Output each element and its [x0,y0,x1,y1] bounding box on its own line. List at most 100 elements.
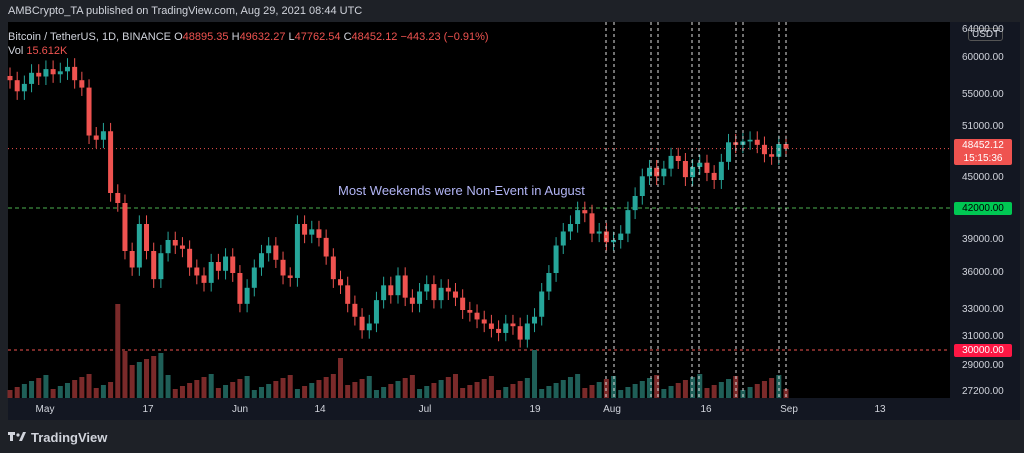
last-price-value: 48452.12 [962,140,1004,151]
volume-bar [345,385,351,398]
candle-body [302,224,308,235]
candle-body [165,240,171,254]
volume-bar [29,381,35,398]
volume-bar [560,380,566,398]
candle-body [553,245,559,273]
candle-body [330,256,336,280]
candle-body [668,155,674,169]
currency-badge[interactable]: USDT [968,28,1004,41]
candle-body [560,231,566,246]
candle-body [338,279,344,286]
candle-body [223,256,229,271]
volume-value: 15.612K [26,45,68,57]
volume-bar [280,378,286,398]
candle-body [115,193,121,203]
price-tick-label: 27200.00 [962,386,1004,397]
candle-body [438,287,444,301]
high-value: 49632.27 [239,31,286,43]
volume-label: Vol [8,45,24,57]
axis-corner [950,398,1020,420]
close-label: C [343,31,352,43]
volume-bar [373,390,379,398]
volume-bar [460,388,466,398]
volume-bar [93,388,99,398]
volume-bar [596,382,602,398]
candle-body [546,273,552,292]
volume-bar [618,390,624,398]
candle-body [280,259,286,276]
volume-bar [338,358,344,398]
time-tick-label: 17 [142,404,154,415]
candle-body [460,297,466,310]
chart-area[interactable] [8,22,950,398]
volume-bar [86,374,92,398]
volume-bar [575,374,581,398]
candle-body [761,144,767,155]
price-tick-label: 31000.00 [962,331,1004,342]
candle-body [179,245,185,249]
volume-bar [172,389,178,398]
volume-bar [359,379,365,398]
volume-bar [330,374,336,398]
candle-body [711,172,717,180]
volume-bar [776,375,782,398]
time-tick-label: 13 [874,404,886,415]
time-tick-label: 14 [314,404,326,415]
volume-bar [194,380,200,398]
volume-bar [675,383,681,398]
price-tick-label: 39000.00 [962,234,1004,245]
volume-bar [524,378,530,398]
volume-bar [366,376,372,398]
volume-bar [115,304,121,398]
candle-body [129,251,135,268]
candle-body [366,323,372,331]
candle-body [86,87,92,136]
last-price-tag: 48452.12 15:15:36 [954,139,1012,165]
footer: TradingView [8,430,107,445]
candle-body [294,224,300,278]
candle-body [582,210,588,214]
chart-legend: Bitcoin / TetherUS, 1D, BINANCE O48895.3… [8,30,489,58]
volume-bar [567,377,573,398]
candle-body [72,66,78,81]
candle-body [488,323,494,329]
price-tick-label: 60000.00 [962,52,1004,63]
candle-body [769,154,775,157]
candle-body [726,142,732,162]
candle-body [7,75,13,81]
candle-body [136,224,142,268]
volume-bar [165,375,171,398]
candle-body [654,167,660,177]
open-label: O [174,31,183,43]
volume-bar [14,387,20,398]
candle-body [108,131,114,193]
candle-body [409,297,415,304]
open-value: 48895.35 [182,31,229,43]
candle-body [36,72,42,77]
volume-bar [294,389,300,398]
candle-body [675,155,681,161]
candle-body [431,284,437,301]
candle-body [754,139,760,145]
candle-body [704,162,710,173]
volume-bar [79,377,85,398]
volume-bar [215,388,221,398]
candle-body [661,168,667,177]
candle-body [345,285,351,304]
candle-body [258,253,264,268]
volume-bar [57,386,63,398]
candle-body [187,248,193,268]
volume-bar [208,374,214,398]
candle-body [273,245,279,260]
volume-bar [589,385,595,398]
candle-body [43,69,49,77]
time-tick-label: 19 [529,404,541,415]
time-axis[interactable] [8,398,950,420]
candle-body [517,326,523,340]
volume-bar [230,382,236,398]
level-tag-42000: 42000.00 [954,202,1012,215]
candle-body [151,251,157,280]
candle-body [682,161,688,178]
volume-bar [467,385,473,398]
candle-body [266,245,272,254]
